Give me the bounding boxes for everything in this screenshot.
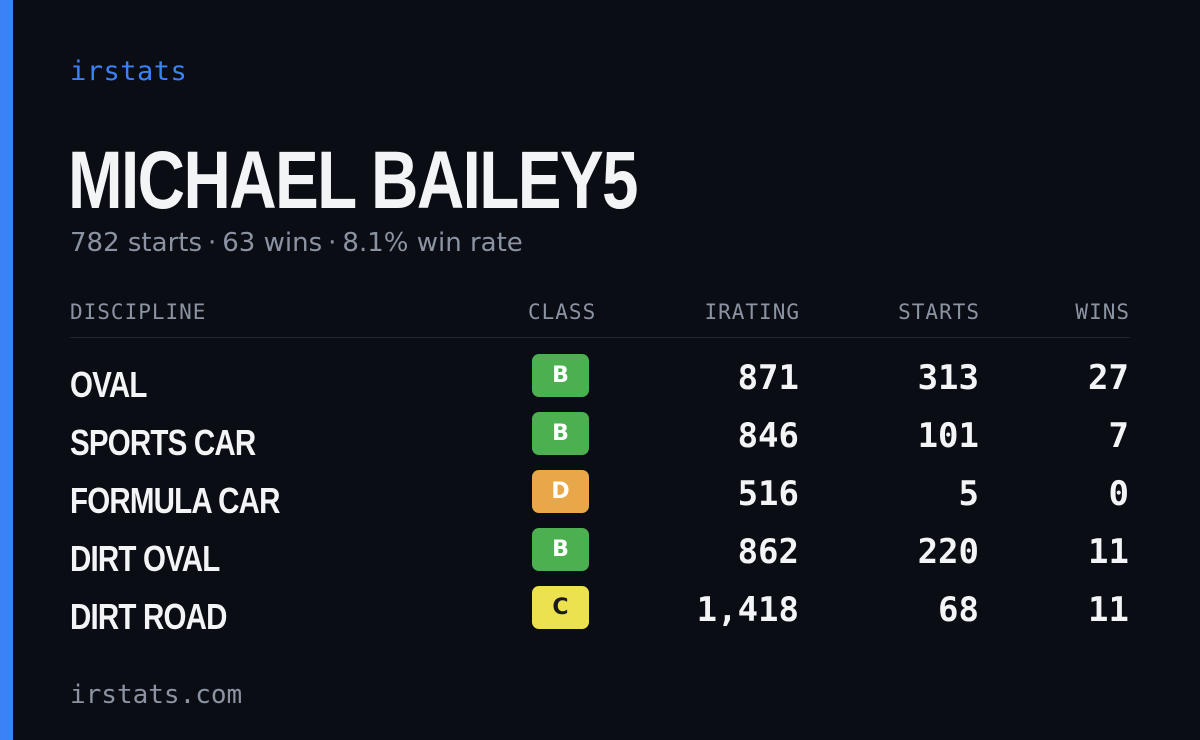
- class-badge: B: [532, 354, 589, 397]
- starts-value: 313: [917, 358, 979, 398]
- irating-value: 846: [737, 416, 799, 456]
- class-badge: D: [532, 470, 589, 513]
- discipline-name: SPORTS CAR: [70, 422, 256, 463]
- column-header-wins: WINS: [1075, 300, 1130, 324]
- wins-value: 27: [1088, 358, 1129, 398]
- table-row: FORMULA CAR D 516 5 0: [0, 470, 1200, 528]
- separator-dot: ·: [208, 228, 217, 258]
- separator-dot: ·: [328, 228, 337, 258]
- irating-value: 862: [737, 532, 799, 572]
- column-header-starts: STARTS: [898, 300, 980, 324]
- footer-url: irstats.com: [70, 680, 243, 710]
- driver-summary: 782 starts · 63 wins · 8.1% win rate: [70, 228, 523, 258]
- starts-value: 220: [917, 532, 979, 572]
- table-row: DIRT OVAL B 862 220 11: [0, 528, 1200, 586]
- discipline-name: DIRT OVAL: [70, 538, 220, 579]
- win-rate-summary: 8.1% win rate: [342, 228, 523, 258]
- discipline-name: OVAL: [70, 364, 147, 405]
- irating-value: 516: [737, 474, 799, 514]
- starts-value: 101: [917, 416, 979, 456]
- class-badge: C: [532, 586, 589, 629]
- wins-value: 11: [1088, 590, 1129, 630]
- starts-value: 5: [958, 474, 979, 514]
- accent-bar: [0, 0, 13, 740]
- column-header-class: CLASS: [528, 300, 597, 324]
- header-divider: [70, 337, 1130, 338]
- driver-name: MICHAEL BAILEY5: [68, 135, 639, 226]
- discipline-name: DIRT ROAD: [70, 596, 227, 637]
- irating-value: 1,418: [696, 590, 799, 630]
- irating-value: 871: [737, 358, 799, 398]
- wins-value: 7: [1108, 416, 1129, 456]
- class-badge: B: [532, 528, 589, 571]
- table-row: DIRT ROAD C 1,418 68 11: [0, 586, 1200, 644]
- column-header-irating: IRATING: [704, 300, 800, 324]
- column-header-discipline: DISCIPLINE: [70, 300, 207, 324]
- table-row: OVAL B 871 313 27: [0, 354, 1200, 412]
- class-badge: B: [532, 412, 589, 455]
- starts-summary: 782 starts: [70, 228, 202, 258]
- brand-logo: irstats: [70, 56, 188, 87]
- starts-value: 68: [938, 590, 979, 630]
- wins-summary: 63 wins: [222, 228, 323, 258]
- wins-value: 0: [1108, 474, 1129, 514]
- discipline-name: FORMULA CAR: [70, 480, 280, 521]
- table-row: SPORTS CAR B 846 101 7: [0, 412, 1200, 470]
- wins-value: 11: [1088, 532, 1129, 572]
